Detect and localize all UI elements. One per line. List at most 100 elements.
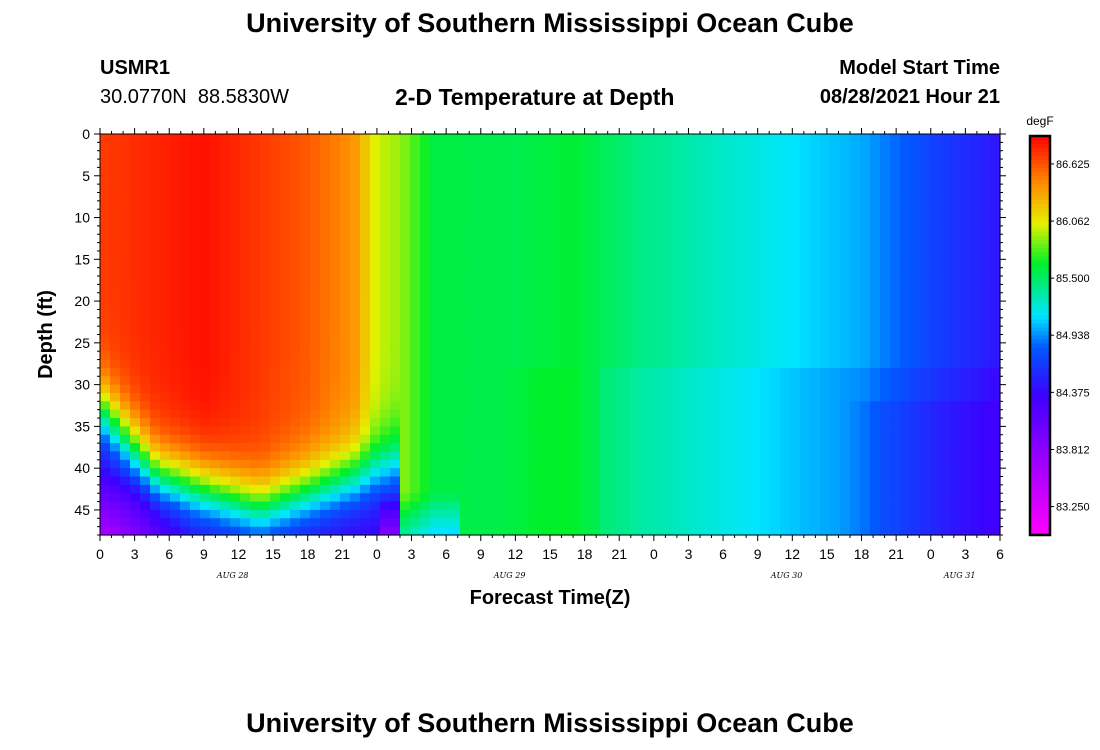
heatmap-cell [870,476,881,486]
heatmap-cell [370,367,381,377]
heatmap-cell [630,167,641,177]
heatmap-cell [280,334,291,344]
heatmap-cell [910,192,921,202]
colorbar-segment [1030,255,1050,261]
heatmap-cell [170,142,181,152]
heatmap-cell [610,376,621,386]
heatmap-cell [690,276,701,285]
heatmap-cell [490,443,501,453]
heatmap-cell [790,409,801,419]
heatmap-cell [820,134,831,143]
heatmap-cell [530,384,541,394]
heatmap-cell [320,284,331,294]
heatmap-cell [810,426,821,436]
heatmap-cell [220,501,231,511]
heatmap-cell [430,484,441,494]
heatmap-cell [870,142,881,152]
heatmap-cell [240,209,251,219]
heatmap-cell [530,451,541,461]
heatmap-cell [970,342,981,352]
heatmap-cell [920,476,931,486]
heatmap-cell [910,434,921,444]
heatmap-cell [310,134,321,143]
heatmap-cell [200,150,211,160]
heatmap-cell [590,484,601,494]
heatmap-cell [160,250,171,260]
heatmap-cell [430,384,441,394]
heatmap-cell [730,526,741,536]
heatmap-cell [570,493,581,503]
heatmap-cell [220,409,231,419]
heatmap-cell [570,159,581,169]
heatmap-cell [660,342,671,352]
heatmap-cell [180,459,191,469]
heatmap-cell [200,192,211,202]
heatmap-cell [460,301,471,311]
heatmap-cell [490,484,501,494]
heatmap-cell [500,276,511,285]
heatmap-cell [230,234,241,244]
heatmap-cell [950,334,961,344]
heatmap-cell [410,342,421,352]
heatmap-cell [990,200,1001,210]
heatmap-cell [940,334,951,344]
heatmap-cell [340,392,351,402]
heatmap-cell [790,276,801,285]
heatmap-cell [270,451,281,461]
heatmap-cell [950,376,961,386]
heatmap-cell [580,334,591,344]
heatmap-cell [190,434,201,444]
heatmap-cell [330,234,341,244]
heatmap-cell [910,509,921,519]
heatmap-cell [360,159,371,169]
heatmap-cell [280,468,291,478]
heatmap-cell [950,426,961,436]
heatmap-cell [350,242,361,252]
heatmap-cell [290,267,301,277]
heatmap-cell [700,175,711,185]
heatmap-cell [130,292,141,302]
heatmap-cell [190,292,201,302]
heatmap-cell [490,309,501,319]
heatmap-cell [310,225,321,235]
heatmap-cell [790,384,801,394]
heatmap-cell [590,443,601,453]
heatmap-cell [870,200,881,210]
heatmap-cell [500,217,511,227]
heatmap-cell [520,225,531,235]
heatmap-cell [530,484,541,494]
heatmap-cell [570,209,581,219]
heatmap-cell [950,167,961,177]
heatmap-cell [660,468,671,478]
heatmap-cell [280,434,291,444]
heatmap-cell [280,476,291,486]
heatmap-cell [550,426,561,436]
heatmap-cell [380,367,391,377]
heatmap-cell [980,134,991,143]
heatmap-cell [840,284,851,294]
heatmap-cell [540,334,551,344]
heatmap-cell [330,401,341,411]
heatmap-cell [620,184,631,194]
heatmap-cell [900,301,911,311]
heatmap-cell [480,259,491,269]
heatmap-cell [600,509,611,519]
heatmap-cell [410,359,421,369]
heatmap-cell [620,334,631,344]
heatmap-cell [610,367,621,377]
heatmap-cell [620,518,631,528]
heatmap-cell [700,250,711,260]
heatmap-cell [410,484,421,494]
heatmap-cell [260,234,271,244]
heatmap-cell [550,150,561,160]
heatmap-cell [980,434,991,444]
heatmap-cell [690,501,701,511]
heatmap-cell [360,401,371,411]
heatmap-cell [620,159,631,169]
heatmap-cell [110,334,121,344]
heatmap-cell [640,301,651,311]
heatmap-cell [470,301,481,311]
heatmap-cell [810,184,821,194]
heatmap-cell [980,184,991,194]
heatmap-cell [630,184,641,194]
